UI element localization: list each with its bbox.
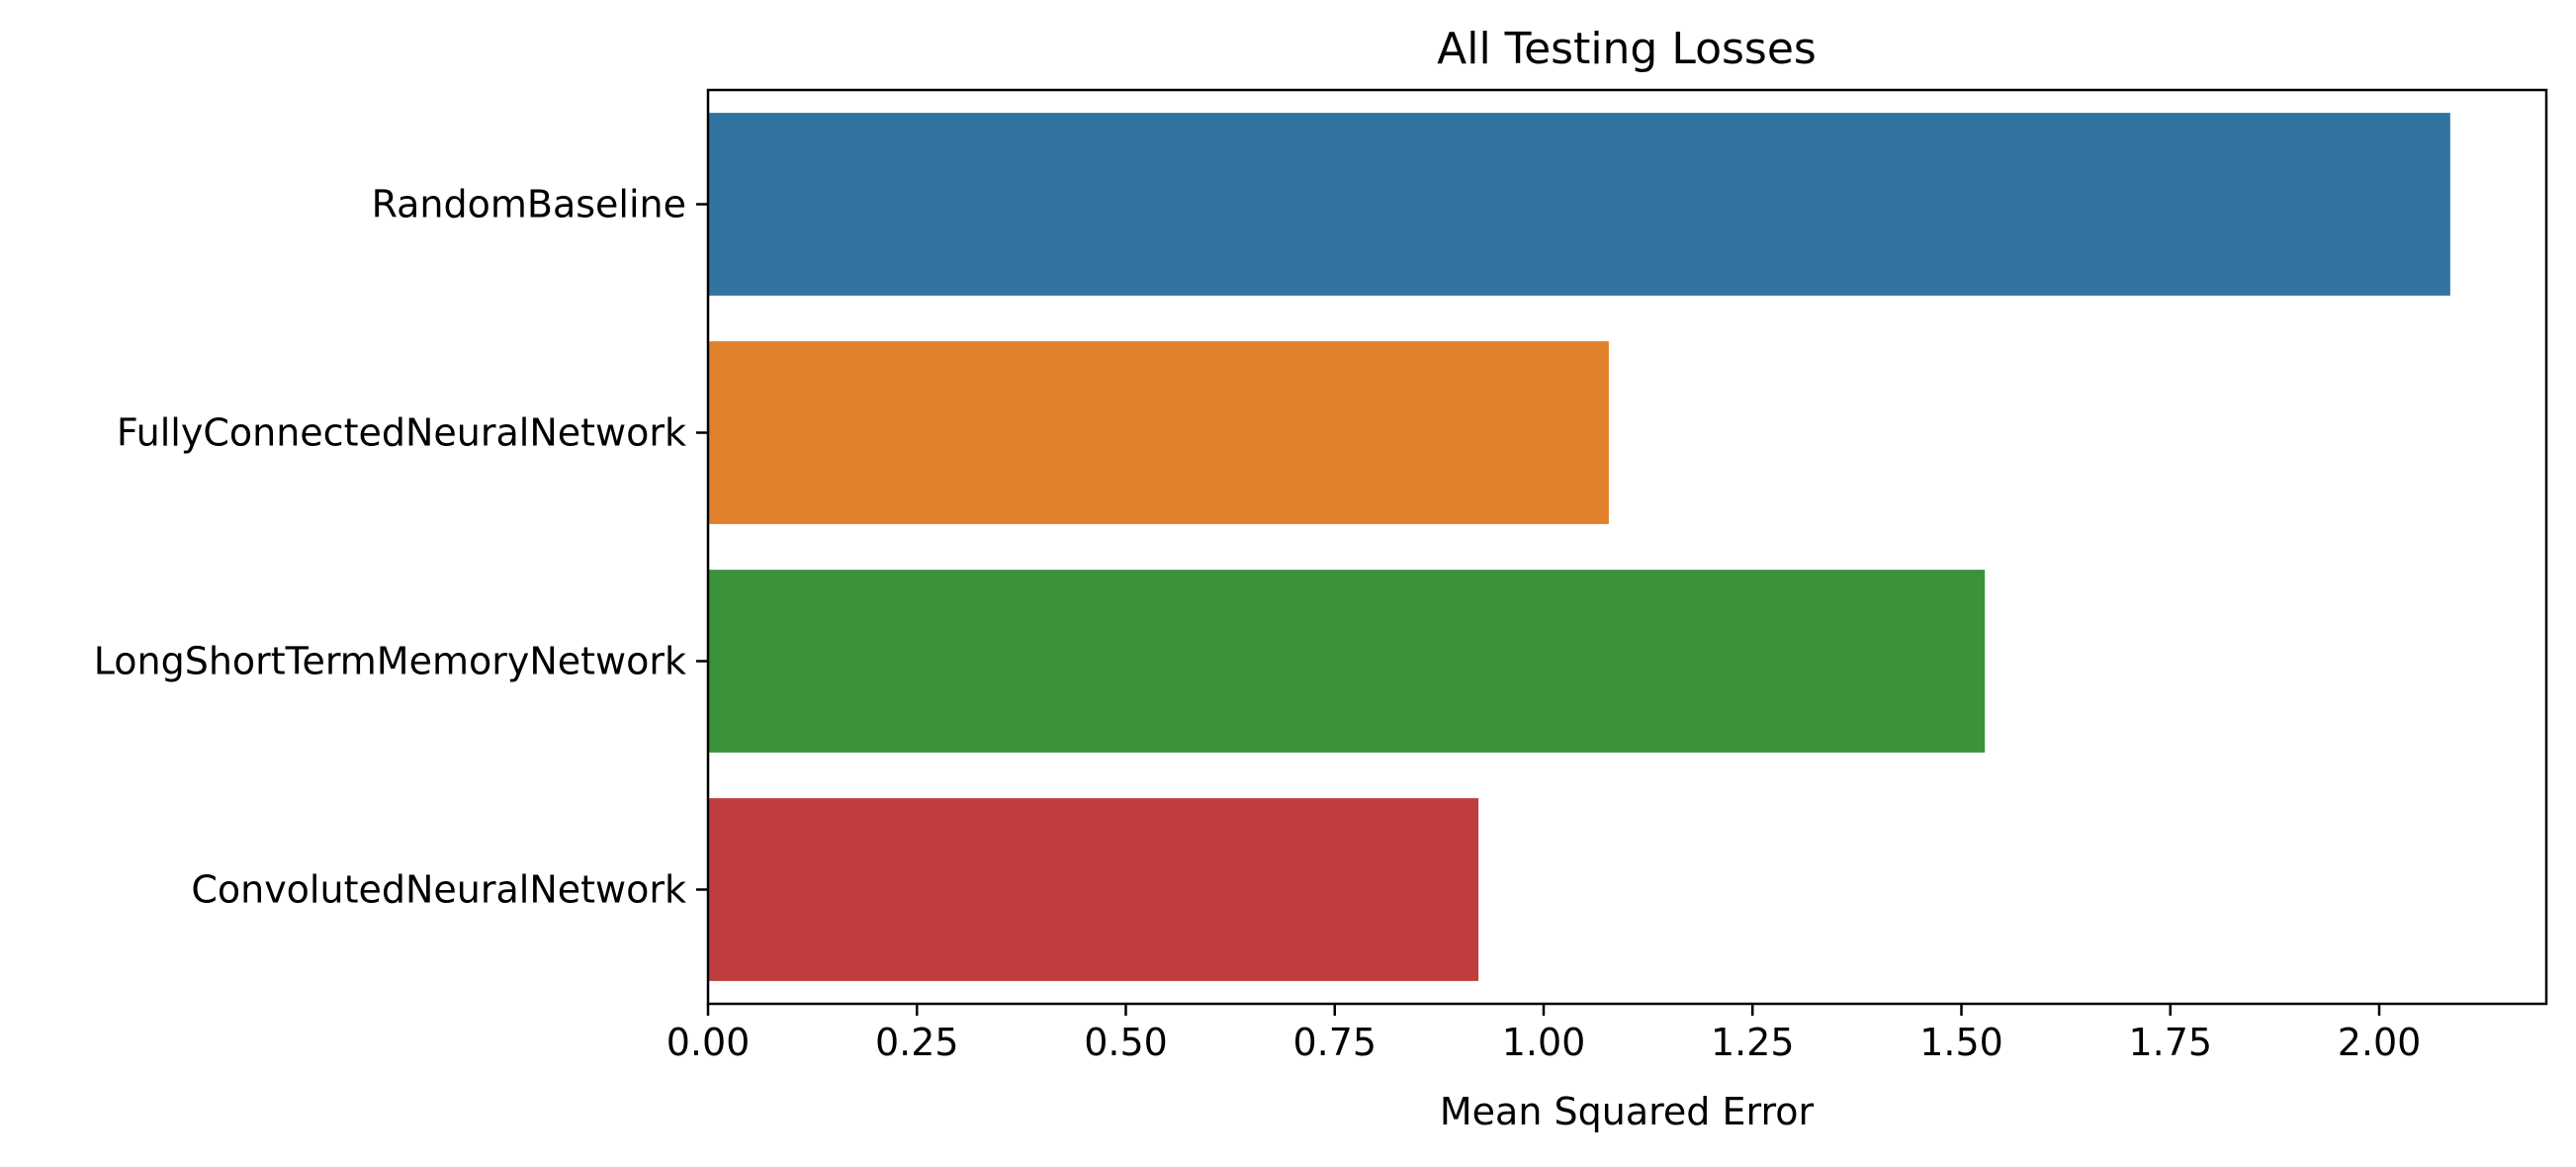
- y-axis: RandomBaseline FullyConnectedNeuralNetwor…: [94, 183, 708, 912]
- plot-frame: [706, 88, 2548, 1006]
- x-tick-label: 0.75: [1292, 1021, 1377, 1064]
- x-tick-label: 0.25: [875, 1021, 959, 1064]
- bar-fully-connected-neural-network: [708, 341, 1609, 524]
- x-tick-label: 1.75: [2128, 1021, 2212, 1064]
- bar-convoluted-neural-network: [708, 798, 1479, 981]
- y-tick-label-fully-connected-neural-network: FullyConnectedNeuralNetwork: [117, 411, 686, 455]
- bar-random-baseline: [708, 113, 2450, 296]
- bars-layer: [708, 113, 2450, 981]
- x-tick-label: 1.50: [1919, 1021, 2003, 1064]
- y-tick-label-random-baseline: RandomBaseline: [372, 183, 686, 226]
- x-tick-label: 1.00: [1502, 1021, 1586, 1064]
- y-tick-label-long-short-term-memory-network: LongShortTermMemoryNetwork: [94, 640, 686, 683]
- x-axis: 0.00 0.25 0.50 0.75 1.00 1.25 1.50 1.75 2.00: [666, 1004, 2422, 1064]
- x-tick-label: 2.00: [2338, 1021, 2422, 1064]
- y-tick-label-convoluted-neural-network: ConvolutedNeuralNetwork: [191, 868, 686, 912]
- chart-title: All Testing Losses: [1437, 24, 1817, 74]
- x-tick-label: 0.50: [1084, 1021, 1168, 1064]
- x-tick-label: 1.25: [1711, 1021, 1795, 1064]
- x-tick-label: 0.00: [666, 1021, 751, 1064]
- bar-long-short-term-memory-network: [708, 570, 1986, 753]
- x-axis-label: Mean Squared Error: [1440, 1090, 1815, 1133]
